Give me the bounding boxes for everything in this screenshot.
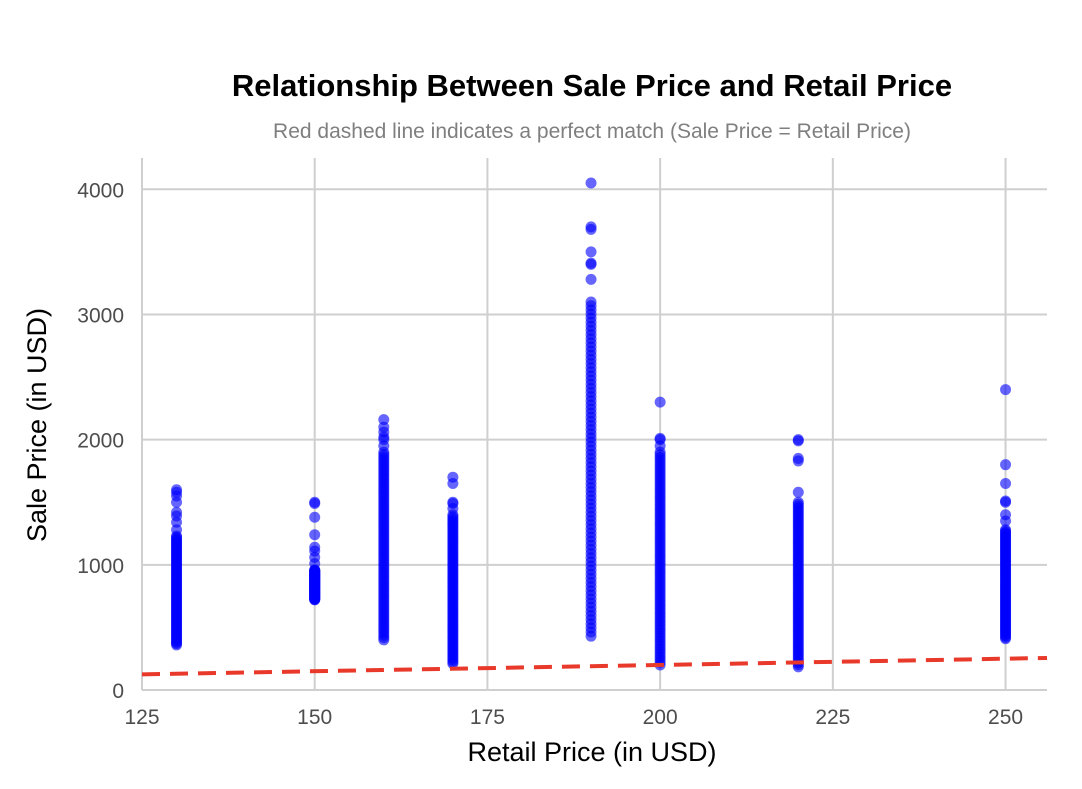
data-point [585,257,597,269]
data-point [309,541,321,553]
data-point [1000,524,1012,536]
data-point [1000,384,1012,396]
reference-line-group [141,655,1048,677]
data-point [1000,509,1012,521]
data-points [171,177,1012,673]
data-point [585,221,597,233]
data-point [447,496,459,508]
data-point [792,486,804,498]
x-tick-label: 125 [124,706,159,729]
data-point [654,396,666,408]
y-tick-label: 0 [112,680,124,703]
x-axis-label: Retail Price (in USD) [467,737,716,767]
data-point [171,484,183,496]
y-tick-label: 2000 [77,430,124,453]
x-tick-label: 175 [470,706,505,729]
data-point [171,506,183,518]
x-tick-label: 150 [297,706,332,729]
data-point [309,496,321,508]
data-point [1000,459,1012,471]
reference-line [141,655,1048,677]
x-tick-label: 200 [643,706,678,729]
data-point [585,177,597,189]
data-point [1000,477,1012,489]
data-point [378,414,390,426]
data-point [585,273,597,285]
y-tick-label: 4000 [77,179,124,202]
data-point [447,471,459,483]
data-point [309,511,321,523]
data-point [1000,495,1012,507]
data-point [585,246,597,258]
y-axis-label: Sale Price (in USD) [22,308,52,542]
data-point [792,452,804,464]
tick-labels: 125 150 175 200 225 250 0 1000 2000 3000 4000 [77,179,1023,729]
y-tick-label: 1000 [77,555,124,578]
data-point [585,296,597,308]
chart-title: Relationship Between Sale Price and Reta… [232,68,952,103]
chart-subtitle: Red dashed line indicates a perfect matc… [273,120,911,143]
data-point [792,496,804,508]
x-tick-label: 250 [988,706,1023,729]
y-tick-label: 3000 [77,304,124,327]
data-point [309,529,321,541]
data-point [792,434,804,446]
data-point [654,432,666,444]
x-tick-label: 225 [815,706,850,729]
